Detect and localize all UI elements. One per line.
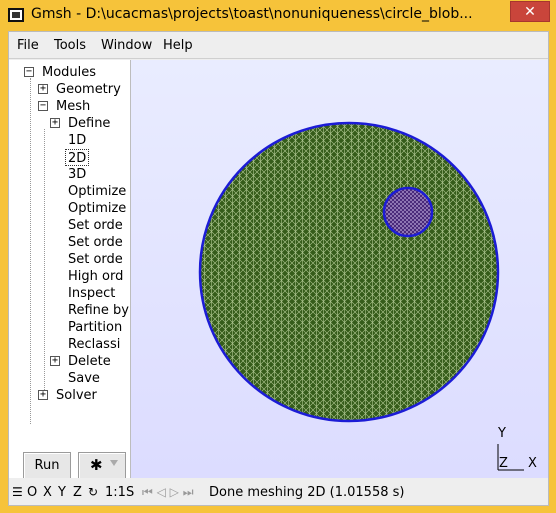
tree-item-label: Mesh — [56, 99, 91, 114]
menu-tools[interactable]: Tools — [54, 38, 87, 53]
app-icon — [8, 8, 24, 22]
tree-item-partition[interactable]: Partition — [68, 320, 123, 335]
tree-item-1d[interactable]: 1D — [68, 133, 87, 148]
client-area: File Tools Window Help − Modules + Geome… — [8, 31, 549, 506]
close-button[interactable]: ✕ — [510, 1, 550, 22]
menu-bar: File Tools Window Help — [9, 32, 548, 59]
expand-toggle-icon[interactable]: + — [38, 83, 48, 94]
tree-item-set-order-3[interactable]: Set orde — [68, 252, 123, 267]
tree-item-label: Define — [68, 116, 111, 131]
tree-item-optimize-3d-netgen[interactable]: Optimize — [68, 201, 127, 216]
collapse-toggle-icon[interactable]: − — [24, 66, 34, 77]
tree-item-inspect[interactable]: Inspect — [68, 286, 116, 301]
tree-item-3d[interactable]: 3D — [68, 167, 87, 182]
rotate-icon[interactable]: ↻ — [88, 485, 99, 499]
run-button[interactable]: Run — [23, 452, 71, 478]
window-title: Gmsh - D:\ucacmas\projects\toast\nonuniq… — [31, 6, 473, 22]
expand-toggle-icon[interactable]: + — [38, 389, 48, 400]
s-button[interactable]: S — [126, 485, 135, 500]
tree-item-high-order[interactable]: High ord — [68, 269, 124, 284]
tree-item-label: Delete — [68, 354, 111, 369]
graphics-viewport[interactable]: Y Z X — [131, 60, 548, 478]
tree-item-reclassify[interactable]: Reclassi — [68, 337, 121, 352]
tree-guide-line — [44, 129, 45, 392]
tree-item-2d[interactable]: 2D — [65, 149, 90, 166]
dropdown-arrow-icon — [110, 460, 118, 466]
view-x-button[interactable]: X — [43, 485, 52, 500]
blob-mesh — [382, 186, 434, 238]
tree-item-set-order-2[interactable]: Set orde — [68, 235, 123, 250]
status-bar: ☰ O X Y Z ↻ 1:1 S ⏮ ◁ ▷ ⏭ Done meshing 2… — [9, 482, 548, 504]
expand-toggle-icon[interactable]: + — [50, 355, 60, 366]
axis-x-label: X — [528, 456, 537, 471]
gear-icon: ✱ — [90, 456, 103, 474]
tree-item-label: Geometry — [56, 82, 121, 97]
mesh-drawing — [198, 121, 524, 471]
tree-item-set-order-1[interactable]: Set orde — [68, 218, 123, 233]
tree-item-refine[interactable]: Refine by — [68, 303, 129, 318]
tree-item-label: Modules — [42, 65, 97, 80]
axis-z-label: Z — [499, 456, 508, 471]
menu-file[interactable]: File — [17, 38, 39, 53]
menu-icon[interactable]: ☰ — [12, 485, 23, 499]
menu-window[interactable]: Window — [101, 38, 153, 53]
view-z-button[interactable]: Z — [73, 485, 82, 500]
tree-item-optimize-3d[interactable]: Optimize — [68, 184, 127, 199]
domain-mesh — [198, 121, 500, 423]
tree-guide-line — [30, 78, 31, 424]
tree-item-label: Solver — [56, 388, 97, 403]
status-message: Done meshing 2D (1.01558 s) — [209, 485, 405, 500]
expand-toggle-icon[interactable]: + — [50, 117, 60, 128]
view-o-button[interactable]: O — [27, 485, 38, 500]
collapse-toggle-icon[interactable]: − — [38, 100, 48, 111]
axis-y-label: Y — [498, 426, 506, 441]
animation-controls-icon[interactable]: ⏮ ◁ ▷ ⏭ — [142, 485, 194, 499]
module-tree: − Modules + Geometry − Mesh + Define 1D … — [9, 60, 131, 478]
scale-button[interactable]: 1:1 — [105, 485, 126, 500]
tree-item-save[interactable]: Save — [68, 371, 100, 386]
options-button[interactable]: ✱ — [78, 452, 126, 478]
menu-help[interactable]: Help — [163, 38, 193, 53]
title-bar[interactable]: Gmsh - D:\ucacmas\projects\toast\nonuniq… — [0, 0, 556, 30]
view-y-button[interactable]: Y — [58, 485, 66, 500]
